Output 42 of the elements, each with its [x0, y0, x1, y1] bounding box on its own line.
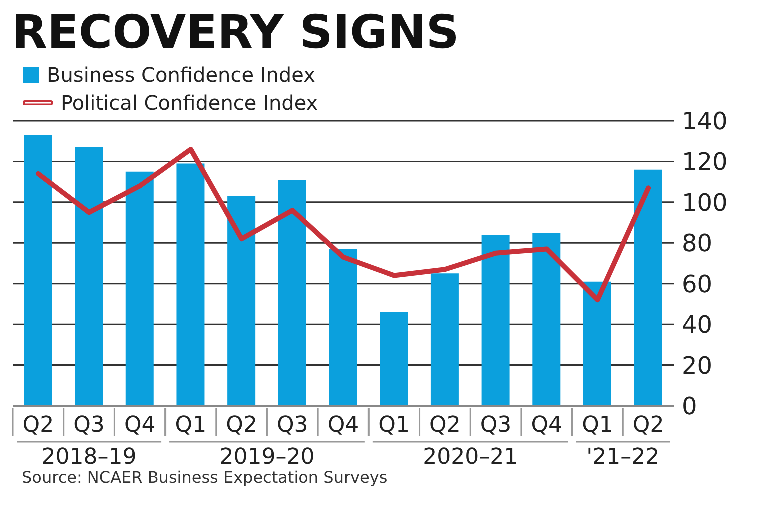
x-tick-label: Q2	[430, 413, 461, 438]
text: 2018–19	[42, 445, 137, 470]
x-tick-label: Q1	[175, 413, 207, 438]
bar	[430, 274, 459, 406]
x-tick-label: Q2	[22, 413, 54, 438]
bar	[532, 232, 561, 406]
x-tick-label: Q1	[378, 413, 410, 438]
text: '21–22	[586, 445, 660, 470]
bar	[75, 147, 104, 406]
y-tick-label: 140	[682, 108, 728, 136]
y-tick-label: 120	[682, 148, 728, 176]
bar	[24, 135, 52, 406]
legend-label: Business Confidence Index	[47, 62, 316, 89]
x-tick-label: Q3	[480, 413, 512, 438]
y-tick-label: 20	[682, 352, 713, 380]
text: 2020–21	[423, 445, 518, 470]
source-note: Source: NCAER Business Expectation Surveys	[22, 468, 388, 487]
y-tick-label: 80	[682, 230, 713, 258]
bar	[634, 170, 662, 406]
x-tick-label: Q3	[74, 413, 105, 438]
legend-label: Political Confidence Index	[61, 90, 318, 117]
y-tick-label: 60	[682, 270, 713, 298]
x-tick-label: Q2	[632, 413, 664, 438]
x-tick-label: Q3	[276, 413, 308, 438]
y-tick-label: 40	[682, 311, 713, 340]
x-tick-label: Q4	[328, 413, 360, 438]
bar	[583, 282, 612, 406]
chart-title: RECOVERY SIGNS	[11, 5, 460, 59]
y-tick-label: 100	[682, 188, 728, 217]
bar	[278, 180, 306, 406]
bar	[176, 164, 205, 406]
bar	[126, 172, 154, 406]
bar	[380, 312, 408, 406]
y-tick-label: 0	[682, 392, 698, 421]
x-tick-label: Q1	[582, 413, 614, 438]
bar	[482, 235, 510, 406]
x-tick-label: Q4	[124, 413, 156, 438]
bar	[228, 196, 256, 406]
text: 2019–20	[220, 445, 315, 470]
x-tick-label: Q4	[531, 413, 563, 438]
x-tick-label: Q2	[226, 413, 258, 438]
bar	[329, 249, 358, 406]
